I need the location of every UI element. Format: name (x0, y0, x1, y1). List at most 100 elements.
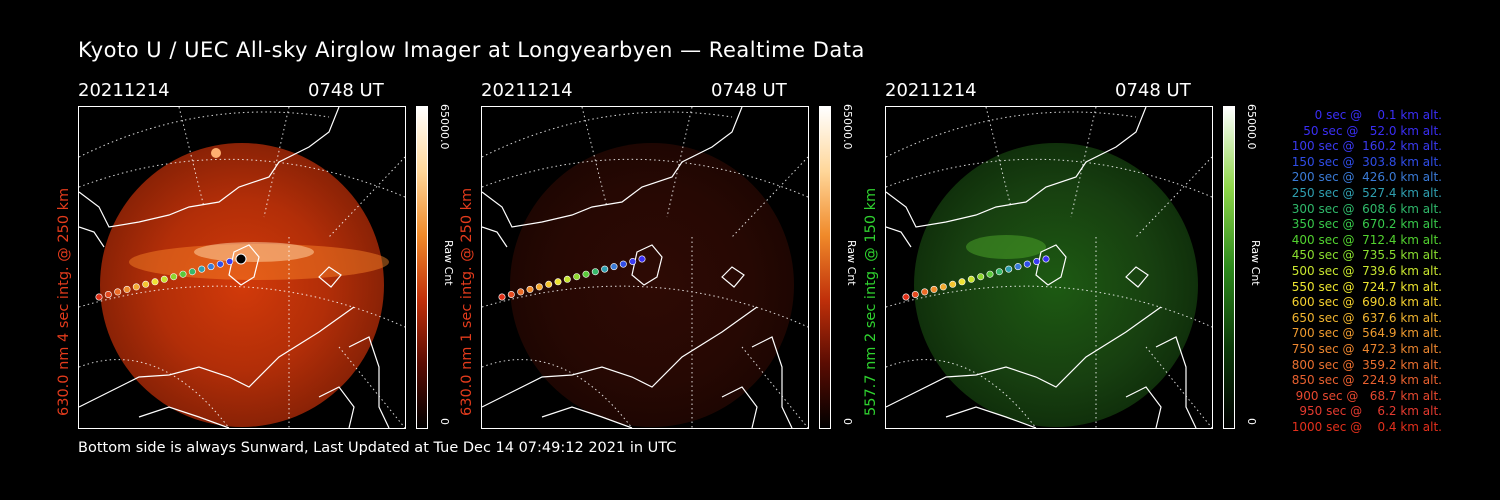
legend-entry: 50 sec @ 52.0 km alt. (1295, 123, 1442, 138)
legend-entry: 950 sec @ 6.2 km alt. (1295, 404, 1442, 419)
colorbar-min: 0 (841, 418, 854, 425)
legend-entry: 150 sec @ 303.8 km alt. (1287, 154, 1442, 169)
trajectory-point (95, 293, 103, 301)
colorbar (416, 106, 428, 429)
trajectory-point (930, 285, 938, 293)
trajectory-point (610, 263, 618, 271)
coastlines (79, 107, 390, 428)
trajectory-point (619, 260, 627, 268)
trajectory-point (151, 278, 159, 286)
colorbar-unit: Raw Cnt (442, 240, 455, 286)
trajectory-point (535, 283, 543, 291)
trajectory-point (104, 291, 112, 299)
lat-lon-grid (886, 107, 1212, 428)
trajectory-point (939, 283, 947, 291)
lat-lon-grid (482, 107, 808, 428)
trajectory-point (1005, 265, 1013, 273)
legend-entry: 1000 sec @ 0.4 km alt. (1291, 419, 1442, 434)
trajectory-point (629, 258, 637, 266)
trajectory-point (638, 255, 646, 263)
legend-entry: 450 sec @ 735.5 km alt. (1287, 248, 1442, 263)
trajectory-point (198, 265, 206, 273)
trajectory-point (591, 268, 599, 276)
trajectory-point (142, 280, 150, 288)
trajectory-point (1014, 263, 1022, 271)
lat-lon-grid (79, 107, 405, 428)
trajectory-point (986, 270, 994, 278)
panel-ylabel: 630.0 nm 1 sec intg. @ 250 km (459, 187, 475, 416)
trajectory-point (498, 293, 506, 301)
coastlines (482, 107, 793, 428)
legend-entry: 250 sec @ 527.4 km alt. (1287, 185, 1442, 200)
panel-date: 20211214 (78, 80, 170, 101)
trajectory-point (902, 293, 910, 301)
trajectory-point (545, 280, 553, 288)
colorbar-max: 65000.0 (1245, 104, 1258, 150)
trajectory-point (207, 263, 215, 271)
legend-entry: 350 sec @ 670.2 km alt. (1287, 217, 1442, 232)
coastlines (886, 107, 1197, 428)
legend-entry: 400 sec @ 712.4 km alt. (1287, 232, 1442, 247)
panel-date: 20211214 (481, 80, 573, 101)
legend-entry: 750 sec @ 472.3 km alt. (1287, 341, 1442, 356)
allsky-image (885, 106, 1213, 429)
trajectory-point (601, 265, 609, 273)
legend-entry: 500 sec @ 739.6 km alt. (1287, 263, 1442, 278)
panel-time: 0748 UT (308, 80, 384, 101)
trajectory-point (1042, 255, 1050, 263)
trajectory-point (563, 275, 571, 283)
trajectory-point (995, 268, 1003, 276)
allsky-image (78, 106, 406, 429)
panel-ylabel: 557.7 nm 2 sec intg. @ 150 km (863, 187, 879, 416)
footer-note: Bottom side is always Sunward, Last Upda… (78, 440, 677, 456)
panel-ylabel: 630.0 nm 4 sec intg. @ 250 km (56, 187, 72, 416)
colorbar (819, 106, 831, 429)
rocket-trajectory (498, 255, 646, 301)
trajectory-point (507, 291, 515, 299)
legend-entry: 550 sec @ 724.7 km alt. (1287, 279, 1442, 294)
panel-time: 0748 UT (711, 80, 787, 101)
colorbar-max: 65000.0 (841, 104, 854, 150)
trajectory-point (921, 288, 929, 296)
colorbar-unit: Raw Cnt (845, 240, 858, 286)
trajectory-point (132, 283, 140, 291)
legend-entry: 200 sec @ 426.0 km alt. (1287, 170, 1442, 185)
trajectory-point (123, 285, 131, 293)
trajectory-point (554, 278, 562, 286)
allsky-image (481, 106, 809, 429)
legend-entry: 300 sec @ 608.6 km alt. (1287, 201, 1442, 216)
legend-entry: 850 sec @ 224.9 km alt. (1287, 373, 1442, 388)
trajectory-point (179, 270, 187, 278)
airglow-panel-3: 20211214 0748 UT 557.7 nm 2 sec intg. @ 15… (863, 80, 1285, 430)
trajectory-point (170, 273, 178, 281)
trajectory-legend: 0 sec @ 0.1 km alt. 50 sec @ 52.0 km alt… (1262, 108, 1442, 435)
colorbar-min: 0 (438, 418, 451, 425)
trajectory-point (1033, 258, 1041, 266)
trajectory-point (977, 273, 985, 281)
airglow-panel-2: 20211214 0748 UT 630.0 nm 1 sec intg. @ 25… (459, 80, 881, 430)
trajectory-point (582, 270, 590, 278)
sky-disc (914, 143, 1198, 427)
page-title: Kyoto U / UEC All-sky Airglow Imager at … (78, 38, 865, 62)
trajectory-point (1023, 260, 1031, 268)
trajectory-point (967, 275, 975, 283)
legend-entry: 600 sec @ 690.8 km alt. (1287, 295, 1442, 310)
colorbar-unit: Raw Cnt (1249, 240, 1262, 286)
colorbar (1223, 106, 1235, 429)
rocket-trajectory (902, 255, 1050, 301)
trajectory-point (958, 278, 966, 286)
legend-entry: 700 sec @ 564.9 km alt. (1287, 326, 1442, 341)
trajectory-point (949, 280, 957, 288)
legend-entry: 100 sec @ 160.2 km alt. (1287, 139, 1442, 154)
legend-entry: 800 sec @ 359.2 km alt. (1287, 357, 1442, 372)
panel-time: 0748 UT (1115, 80, 1191, 101)
trajectory-point (526, 285, 534, 293)
colorbar-min: 0 (1245, 418, 1258, 425)
trajectory-point (160, 275, 168, 283)
trajectory-point (188, 268, 196, 276)
trajectory-point (517, 288, 525, 296)
airglow-panel-1: 20211214 0748 UT 630.0 nm 4 sec intg. @ 25… (56, 80, 478, 430)
legend-entry: 0 sec @ 0.1 km alt. (1303, 108, 1442, 122)
trajectory-point (226, 258, 234, 266)
legend-entry: 900 sec @ 68.7 km alt. (1291, 388, 1442, 403)
